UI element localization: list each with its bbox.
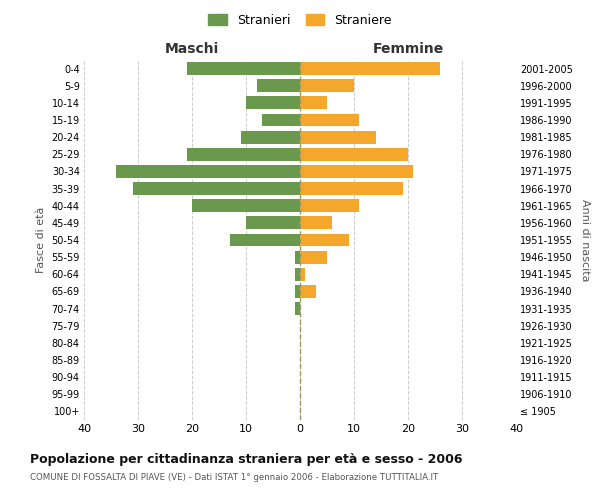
Bar bbox=[257, 80, 300, 92]
Bar bbox=[295, 302, 300, 315]
Bar bbox=[230, 234, 300, 246]
Bar bbox=[300, 96, 327, 110]
Bar bbox=[300, 114, 359, 126]
Bar bbox=[241, 130, 300, 143]
Bar bbox=[300, 234, 349, 246]
Bar bbox=[133, 182, 300, 195]
Bar bbox=[246, 216, 300, 230]
Bar bbox=[300, 130, 376, 143]
Bar bbox=[295, 285, 300, 298]
Bar bbox=[300, 62, 440, 75]
Bar bbox=[192, 200, 300, 212]
Bar bbox=[187, 148, 300, 160]
Bar bbox=[295, 268, 300, 280]
Text: COMUNE DI FOSSALTA DI PIAVE (VE) - Dati ISTAT 1° gennaio 2006 - Elaborazione TUT: COMUNE DI FOSSALTA DI PIAVE (VE) - Dati … bbox=[30, 472, 438, 482]
Y-axis label: Fasce di età: Fasce di età bbox=[36, 207, 46, 273]
Y-axis label: Anni di nascita: Anni di nascita bbox=[580, 198, 590, 281]
Bar bbox=[300, 285, 316, 298]
Bar bbox=[300, 268, 305, 280]
Bar bbox=[262, 114, 300, 126]
Bar bbox=[300, 80, 354, 92]
Bar bbox=[300, 250, 327, 264]
Bar bbox=[300, 148, 408, 160]
Bar bbox=[246, 96, 300, 110]
Text: Maschi: Maschi bbox=[165, 42, 219, 56]
Bar bbox=[300, 216, 332, 230]
Bar bbox=[295, 250, 300, 264]
Bar bbox=[116, 165, 300, 178]
Text: Popolazione per cittadinanza straniera per età e sesso - 2006: Popolazione per cittadinanza straniera p… bbox=[30, 452, 463, 466]
Bar bbox=[300, 165, 413, 178]
Bar bbox=[187, 62, 300, 75]
Text: Femmine: Femmine bbox=[373, 42, 443, 56]
Bar bbox=[300, 182, 403, 195]
Legend: Stranieri, Straniere: Stranieri, Straniere bbox=[203, 8, 397, 32]
Bar bbox=[300, 200, 359, 212]
